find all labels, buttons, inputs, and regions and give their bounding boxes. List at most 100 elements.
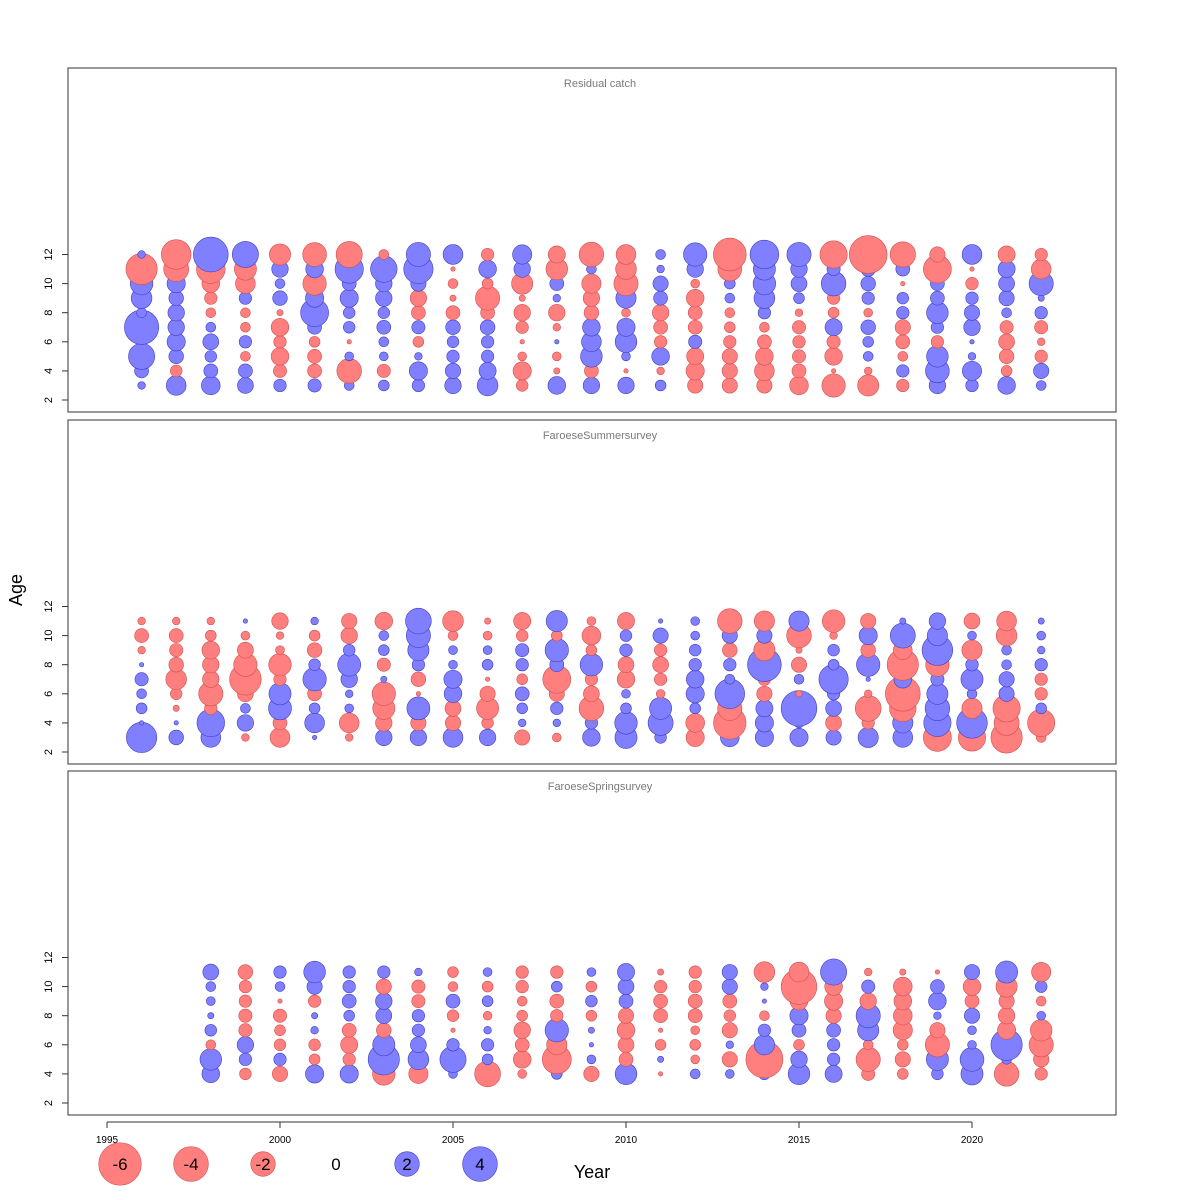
negative-residual-bubble [238, 1023, 253, 1038]
negative-residual-bubble [654, 1039, 667, 1051]
negative-residual-bubble [548, 304, 566, 322]
positive-residual-bubble [445, 993, 461, 1009]
positive-residual-bubble [411, 320, 426, 335]
panel-frame [67, 419, 1117, 765]
negative-residual-bubble [335, 241, 363, 268]
positive-residual-bubble [478, 259, 497, 279]
y-tick-label: 8 [43, 662, 55, 668]
negative-residual-bubble [965, 277, 979, 291]
negative-residual-bubble [341, 1022, 357, 1038]
positive-residual-bubble [414, 967, 423, 977]
negative-residual-bubble [375, 978, 392, 995]
y-tick-label: 2 [43, 1100, 55, 1106]
negative-residual-bubble [713, 237, 747, 272]
negative-residual-bubble [893, 976, 913, 997]
positive-residual-bubble [998, 685, 1015, 702]
negative-residual-bubble [1034, 1067, 1048, 1081]
negative-residual-bubble [481, 277, 494, 290]
positive-residual-bubble [201, 375, 221, 396]
negative-residual-bubble [485, 676, 491, 682]
negative-residual-bubble [479, 685, 496, 702]
positive-residual-bubble [995, 960, 1018, 984]
positive-residual-bubble [446, 349, 460, 363]
y-tick-label: 6 [43, 691, 55, 697]
positive-residual-bubble [202, 963, 220, 981]
y-tick-label: 10 [43, 277, 55, 289]
negative-residual-bubble [617, 612, 635, 630]
negative-residual-bubble [549, 993, 565, 1009]
positive-residual-bubble [1001, 659, 1012, 670]
positive-residual-bubble [690, 630, 700, 641]
positive-residual-bubble [826, 1022, 841, 1038]
negative-residual-bubble [655, 689, 666, 699]
positive-residual-bubble [998, 290, 1015, 307]
positive-residual-bubble [588, 1042, 594, 1048]
positive-residual-bubble [339, 288, 359, 308]
positive-residual-bubble [406, 696, 431, 721]
positive-residual-bubble [963, 318, 981, 336]
negative-residual-bubble [306, 642, 323, 658]
positive-residual-bubble [379, 351, 389, 362]
negative-residual-bubble [686, 288, 705, 308]
negative-residual-bubble [550, 965, 564, 979]
negative-residual-bubble [822, 609, 846, 633]
negative-residual-bubble [513, 304, 531, 322]
positive-residual-bubble [962, 360, 982, 381]
negative-residual-bubble [1034, 247, 1048, 262]
negative-residual-bubble [583, 1065, 600, 1082]
positive-residual-bubble [345, 689, 354, 698]
x-tick-label: 1995 [96, 1135, 119, 1146]
y-tick-label: 2 [43, 749, 55, 755]
positive-residual-bubble [861, 291, 875, 305]
positive-residual-bubble [688, 658, 702, 672]
negative-residual-bubble [445, 714, 461, 731]
positive-residual-bubble [136, 307, 147, 318]
positive-residual-bubble [240, 703, 251, 714]
negative-residual-bubble [616, 670, 636, 689]
negative-residual-bubble [550, 1009, 564, 1023]
positive-residual-bubble [272, 290, 288, 306]
negative-residual-bubble [516, 1009, 528, 1022]
panels-layer: Residual catch24681012FaroeseSummersurve… [43, 67, 1117, 1116]
positive-residual-bubble [377, 306, 390, 319]
positive-residual-bubble [617, 376, 635, 395]
positive-residual-bubble [1037, 617, 1045, 625]
positive-residual-bubble [344, 703, 354, 714]
positive-residual-bubble [339, 1064, 359, 1084]
positive-residual-bubble [414, 352, 423, 361]
y-tick-label: 12 [43, 248, 55, 260]
negative-residual-bubble [516, 673, 528, 685]
negative-residual-bubble [615, 244, 637, 265]
positive-residual-bubble [405, 607, 432, 635]
negative-residual-bubble [753, 961, 776, 983]
positive-residual-bubble [411, 1023, 425, 1037]
negative-residual-bubble [274, 1024, 286, 1036]
negative-residual-bubble [475, 285, 501, 311]
negative-residual-bubble [237, 641, 254, 659]
positive-residual-bubble [586, 967, 597, 977]
negative-residual-bubble [789, 375, 809, 396]
legend-bubble [250, 1151, 276, 1177]
negative-residual-bubble [687, 1008, 703, 1024]
positive-residual-bubble [967, 352, 977, 361]
negative-residual-bubble [308, 629, 321, 642]
negative-residual-bubble [862, 1039, 874, 1051]
negative-residual-bubble [860, 613, 877, 630]
positive-residual-bubble [308, 658, 321, 671]
negative-residual-bubble [929, 1022, 946, 1039]
positive-residual-bubble [378, 630, 390, 641]
negative-residual-bubble [270, 318, 290, 337]
negative-residual-bubble [864, 689, 873, 698]
positive-residual-bubble [310, 1026, 319, 1035]
x-tick-label: 2010 [615, 1135, 638, 1146]
positive-residual-bubble [724, 292, 736, 304]
negative-residual-bubble [759, 321, 770, 333]
negative-residual-bubble [412, 336, 425, 348]
negative-residual-bubble [275, 631, 285, 640]
positive-residual-bubble [545, 610, 568, 632]
negative-residual-bubble [277, 998, 283, 1004]
negative-residual-bubble [270, 347, 290, 366]
negative-residual-bubble [578, 241, 605, 268]
negative-residual-bubble [964, 993, 980, 1009]
